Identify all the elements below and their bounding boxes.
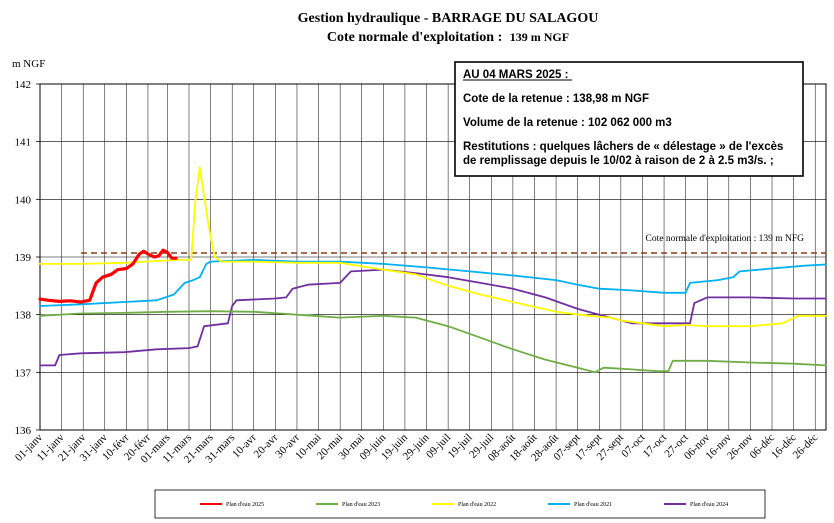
reference-line-label: Cote normale d'exploitation : 139 m NFG bbox=[646, 234, 805, 244]
series-group bbox=[38, 166, 827, 374]
legend-label: Plan d'eau 2023 bbox=[342, 502, 380, 508]
y-tick-label: 142 bbox=[15, 79, 32, 91]
y-tick-label: 136 bbox=[15, 425, 32, 437]
chart-subtitle-prefix: Cote normale d'exploitation : bbox=[327, 30, 502, 45]
x-tick-label: 07-oct bbox=[619, 432, 647, 460]
legend-label: Plan d'eau 2022 bbox=[458, 502, 496, 508]
series-line-plan-d-eau-2023 bbox=[39, 310, 827, 374]
info-box-volume: Volume de la retenue : 102 062 000 m3 bbox=[463, 117, 672, 129]
legend-label: Plan d'eau 2021 bbox=[574, 502, 612, 508]
x-axis: 01-janv11-janv21-janv31-janv10-févr20-fé… bbox=[13, 431, 821, 465]
reference-line-group: Cote normale d'exploitation : 139 m NFG bbox=[81, 234, 826, 254]
chart-subtitle-value: 139 m NGF bbox=[510, 30, 569, 44]
series-line-plan-d-eau-2022 bbox=[39, 166, 827, 328]
legend-label: Plan d'eau 2025 bbox=[226, 502, 264, 508]
chart-title: Gestion hydraulique - BARRAGE DU SALAGOU bbox=[298, 11, 599, 26]
legend-label: Plan d'eau 2024 bbox=[690, 502, 728, 508]
x-tick-label: 17-oct bbox=[641, 432, 669, 460]
y-axis-label: m NGF bbox=[12, 58, 45, 70]
series-line-plan-d-eau-2021 bbox=[39, 258, 827, 307]
y-tick-label: 137 bbox=[15, 367, 32, 379]
legend-frame bbox=[154, 489, 766, 519]
x-tick-label: 26-déc bbox=[791, 432, 821, 462]
series-line-plan-d-eau-2025 bbox=[38, 248, 178, 304]
info-box-restitutions-line2: de remplissage depuis le 10/02 à raison … bbox=[463, 155, 774, 167]
legend-items: Plan d'eau 2025 Plan d'eau 2023 Plan d'eau… bbox=[200, 502, 728, 508]
info-box-cote: Cote de la retenue : 138,98 m NGF bbox=[463, 93, 649, 105]
y-tick-label: 141 bbox=[15, 137, 32, 149]
info-box-restitutions-line1: Restitutions : quelques lâchers de « dél… bbox=[463, 141, 783, 153]
y-tick-label: 140 bbox=[15, 194, 32, 206]
y-tick-label: 139 bbox=[15, 252, 32, 264]
info-box: AU 04 MARS 2025 : Cote de la retenue : 1… bbox=[454, 61, 804, 177]
y-axis: 136 137 138 139 140 141 142 bbox=[15, 79, 40, 437]
series-line-plan-d-eau-2024 bbox=[39, 268, 827, 367]
info-box-frame bbox=[454, 61, 804, 177]
info-box-header: AU 04 MARS 2025 : bbox=[463, 69, 568, 81]
legend: Plan d'eau 2025 Plan d'eau 2023 Plan d'eau… bbox=[154, 489, 766, 519]
chart-subtitle: Cote normale d'exploitation : 139 m NGF bbox=[327, 30, 569, 45]
y-tick-label: 138 bbox=[15, 310, 32, 322]
